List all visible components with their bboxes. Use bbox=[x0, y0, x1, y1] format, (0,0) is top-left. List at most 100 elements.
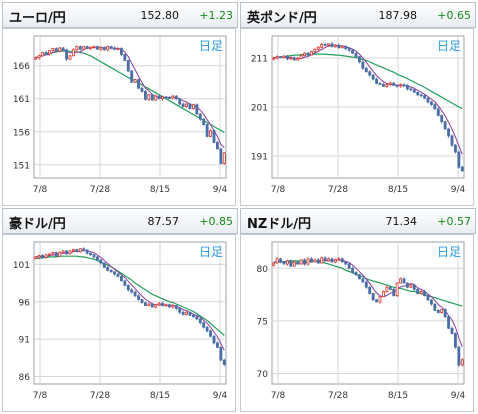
candle-body bbox=[381, 84, 385, 87]
candle-body bbox=[157, 95, 161, 100]
chart-panel-gbp-jpy: 英ポンド/円 187.98 +0.65 211 201 191 7/8 7/28 8/15… bbox=[240, 2, 476, 206]
candle-body bbox=[457, 151, 461, 168]
candle-body bbox=[126, 60, 130, 72]
candle-body bbox=[191, 104, 195, 110]
candle-body bbox=[185, 103, 189, 108]
x-tick-label: 7/8 bbox=[271, 185, 286, 195]
candle-body bbox=[453, 333, 457, 348]
candle-body bbox=[303, 52, 307, 56]
candle-body bbox=[51, 48, 55, 51]
candle-body bbox=[161, 302, 165, 306]
x-tick-label: 7/8 bbox=[271, 391, 286, 401]
candle-body bbox=[395, 282, 399, 297]
pair-price: 187.98 bbox=[378, 9, 418, 22]
candle-body bbox=[443, 121, 447, 130]
panel-header[interactable]: ユーロ/円 152.80 +1.23 bbox=[2, 2, 238, 28]
y-tick-label: 75 bbox=[257, 317, 268, 327]
candle-body bbox=[41, 52, 45, 57]
candle-body bbox=[286, 55, 289, 60]
candle-body bbox=[443, 308, 447, 318]
panel-header[interactable]: NZドル/円 71.34 +0.57 bbox=[240, 208, 476, 234]
candle-body bbox=[272, 262, 276, 266]
candle-body bbox=[419, 291, 423, 294]
candle-body bbox=[354, 52, 358, 57]
candle-body bbox=[440, 308, 444, 313]
pair-change: +0.57 bbox=[437, 215, 471, 228]
candle-body bbox=[292, 57, 296, 61]
candle-body bbox=[323, 43, 327, 46]
candle-body bbox=[429, 101, 433, 105]
candle-body bbox=[154, 95, 158, 101]
candle-body bbox=[181, 103, 185, 108]
candle-body bbox=[205, 326, 209, 332]
x-tick-label: 7/28 bbox=[328, 185, 348, 195]
candle-body bbox=[181, 311, 185, 315]
candle-body bbox=[453, 144, 457, 153]
candle-body bbox=[37, 255, 41, 258]
y-tick-label: 211 bbox=[251, 55, 268, 65]
period-label: 日足 bbox=[199, 39, 223, 53]
y-tick-label: 91 bbox=[19, 336, 30, 346]
candle-body bbox=[399, 278, 403, 284]
candle-body bbox=[198, 318, 202, 324]
candle-body bbox=[426, 295, 430, 301]
x-tick-label: 8/15 bbox=[388, 391, 408, 401]
panel-header[interactable]: 英ポンド/円 187.98 +0.65 bbox=[240, 2, 476, 28]
pair-price: 87.57 bbox=[147, 215, 180, 228]
candle-body bbox=[113, 47, 116, 50]
candle-body bbox=[344, 45, 348, 50]
x-tick-label: 9/4 bbox=[213, 185, 228, 195]
candle-body bbox=[61, 47, 65, 51]
candle-body bbox=[310, 51, 313, 56]
candle-body bbox=[75, 46, 79, 51]
candle-body bbox=[364, 281, 368, 288]
candle-body bbox=[68, 55, 72, 60]
short-moving-average-line bbox=[273, 44, 463, 155]
candle-body bbox=[65, 250, 69, 255]
candle-body bbox=[368, 71, 372, 76]
candle-body bbox=[371, 293, 375, 301]
candle-body bbox=[106, 267, 110, 271]
candle-body bbox=[54, 48, 58, 52]
x-tick-label: 7/28 bbox=[328, 391, 348, 401]
candlestick-chart: 166 161 156 151 7/8 7/28 8/15 9/4 日足 bbox=[2, 28, 236, 206]
candle-body bbox=[209, 130, 213, 137]
candle-body bbox=[161, 96, 165, 100]
x-tick-label: 9/4 bbox=[451, 185, 466, 195]
candle-body bbox=[171, 95, 175, 99]
y-tick-label: 191 bbox=[251, 152, 268, 162]
panel-header[interactable]: 豪ドル/円 87.57 +0.85 bbox=[2, 208, 238, 234]
candle-body bbox=[143, 91, 147, 100]
pair-change: +0.65 bbox=[437, 9, 471, 22]
candle-body bbox=[347, 263, 351, 269]
candle-body bbox=[109, 270, 113, 273]
candle-body bbox=[157, 302, 161, 306]
candle-body bbox=[340, 45, 344, 49]
candle-body bbox=[282, 55, 286, 58]
period-label: 日足 bbox=[199, 245, 223, 259]
candle-body bbox=[99, 259, 103, 264]
pair-name: 豪ドル/円 bbox=[9, 217, 66, 232]
candle-body bbox=[381, 291, 385, 298]
candle-body bbox=[219, 346, 223, 361]
candle-body bbox=[351, 267, 354, 273]
candle-body bbox=[405, 85, 409, 90]
y-tick-label: 201 bbox=[251, 104, 268, 114]
candle-body bbox=[167, 97, 171, 99]
candle-body bbox=[392, 288, 396, 297]
candle-body bbox=[272, 57, 276, 60]
candle-body bbox=[361, 278, 365, 283]
candle-body bbox=[116, 273, 120, 277]
candle-body bbox=[436, 108, 440, 116]
x-tick-label: 8/15 bbox=[388, 185, 408, 195]
candle-body bbox=[282, 261, 286, 265]
x-tick-label: 8/15 bbox=[150, 391, 170, 401]
pair-change: +0.85 bbox=[199, 215, 233, 228]
candle-body bbox=[388, 82, 392, 85]
candle-body bbox=[78, 46, 82, 50]
candle-body bbox=[358, 274, 361, 280]
candle-body bbox=[310, 258, 313, 263]
candle-body bbox=[320, 43, 324, 48]
candlestick-chart: 101 96 91 867/8 7/28 8/15 9/4 日足 bbox=[2, 234, 236, 412]
moving-average-line bbox=[35, 255, 225, 336]
